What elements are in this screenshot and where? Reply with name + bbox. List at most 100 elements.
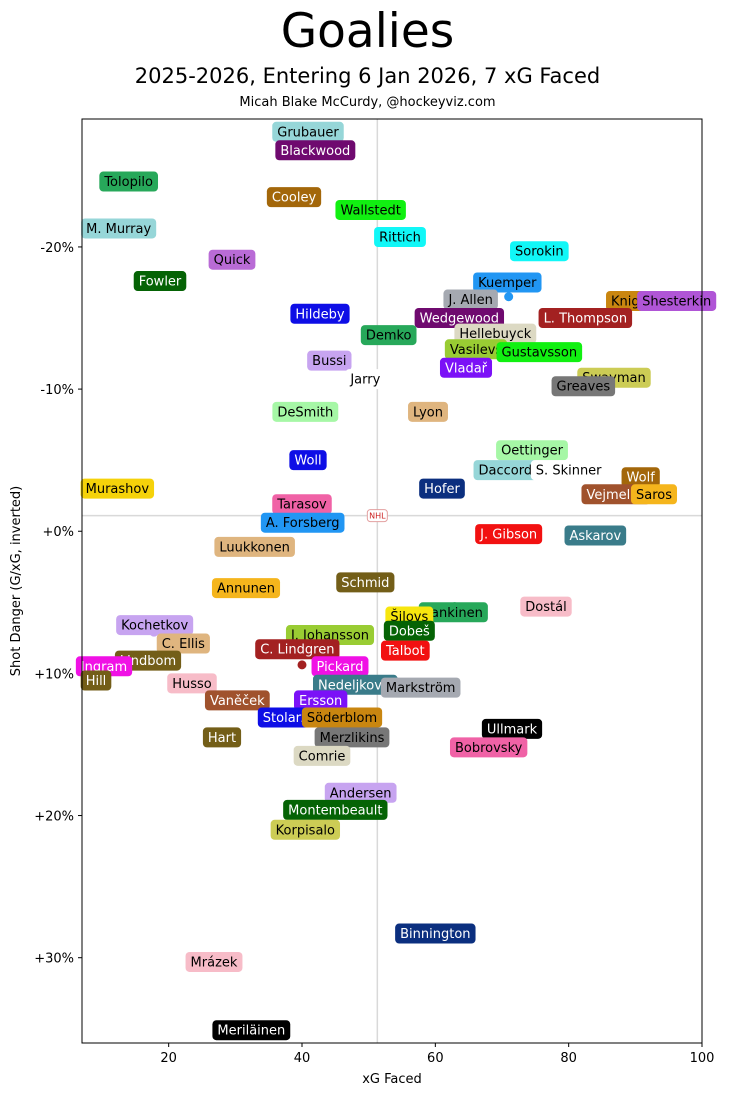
goalie-label-box	[473, 272, 542, 293]
goalie-label-box	[520, 596, 572, 617]
goalie-label: C. Lindgren	[255, 639, 340, 660]
goalie-label: M. Murray	[81, 218, 157, 239]
goalie-label: Meriläinen	[212, 1020, 291, 1041]
goalie-label: Lyon	[408, 401, 448, 422]
goalie-name: Söderblom	[307, 711, 377, 726]
goalie-name: Mrázek	[191, 955, 238, 970]
goalie-label-box	[272, 401, 339, 422]
x-tick-label: 80	[560, 1051, 577, 1066]
goalie-name: Hellebuyck	[459, 327, 531, 342]
goalie-label-box	[214, 536, 295, 557]
goalie-name: Blackwood	[280, 144, 350, 159]
x-tick-label: 40	[294, 1051, 311, 1066]
goalie-label: Binnington	[395, 923, 476, 944]
goalie-name: Montembeault	[288, 803, 382, 818]
goalie-label: Jarry	[345, 369, 386, 390]
goalie-name: Wallstedt	[340, 203, 400, 218]
goalie-name: Tarasov	[276, 498, 327, 513]
goalie-label-box	[414, 308, 505, 329]
goalie-label: Hart	[202, 727, 242, 748]
goalie-label: A. Forsberg	[260, 512, 345, 533]
chart-title: Goalies	[280, 4, 455, 59]
goalie-name: Saros	[636, 488, 672, 503]
goalie-label: Söderblom	[301, 707, 383, 728]
goalie-label: Saros	[630, 484, 678, 505]
goalie-name: Vladař	[445, 361, 488, 376]
goalie-label: S. Skinner	[530, 460, 607, 481]
goalie-label: Nedeljković	[312, 674, 398, 695]
goalie-label-box	[272, 494, 332, 515]
goalie-name: Sorokin	[515, 245, 564, 260]
x-tick-label: 20	[160, 1051, 177, 1066]
goalie-name: Ullmark	[487, 722, 538, 737]
goalie-label: Andersen	[324, 782, 397, 803]
goalie-label: Mrázek	[185, 951, 243, 972]
goalie-label: Dostál	[520, 596, 572, 617]
goalie-label-box	[551, 376, 616, 397]
goalie-name: Rittich	[379, 230, 421, 245]
goalie-label-box	[294, 690, 348, 711]
goalie-label-box	[475, 524, 543, 545]
goalie-label: Woll	[289, 450, 327, 471]
goalie-name: Lindbom	[120, 654, 176, 669]
goalie-label-box	[133, 271, 187, 292]
goalie-label: DeSmith	[272, 401, 339, 422]
goalie-name: Markström	[386, 681, 456, 696]
goalie-name: Comrie	[299, 749, 346, 764]
goalie-label-box	[266, 187, 322, 208]
goalie-name: Vejmelka	[586, 488, 645, 503]
goalie-label: Hofer	[419, 478, 465, 499]
goalie-label: Ersson	[294, 690, 348, 711]
goalie-label: Gustavsson	[496, 342, 583, 363]
goalie-label-box	[99, 171, 159, 192]
goalie-label-box	[443, 289, 498, 310]
goalie-name: A. Forsberg	[266, 516, 340, 531]
y-tick-label: -10%	[40, 383, 74, 398]
goalie-label: Daccord	[473, 460, 538, 481]
goalie-label: Vaněček	[204, 690, 270, 711]
y-tick-label: -20%	[40, 241, 74, 256]
goalie-label-box	[530, 460, 607, 481]
goalie-label-box	[208, 249, 256, 270]
goalie-name: Kochetkov	[121, 619, 188, 634]
goalie-label-box	[481, 718, 543, 739]
goalie-label-box	[345, 369, 386, 390]
goalie-name: Pickard	[317, 660, 364, 675]
goalie-label-box	[307, 350, 352, 371]
goalie-label: Bussi	[307, 350, 352, 371]
goalie-name: Bobrovsky	[455, 741, 523, 756]
goalie-name: Nedeljković	[318, 678, 393, 693]
goalie-name: C. Lindgren	[260, 643, 334, 658]
x-axis-ticks: 20 40 60 80 100	[160, 1043, 714, 1066]
goalie-name: Quick	[214, 253, 251, 268]
goalie-name: Wolf	[627, 471, 656, 486]
goalie-label: Vladař	[439, 357, 493, 378]
goalie-name: Ersson	[299, 694, 342, 709]
goalie-label-box	[314, 727, 390, 748]
nhl-logo: NHL	[366, 509, 388, 523]
goalie-name: Schmid	[341, 576, 389, 591]
goalie-label-box	[289, 450, 327, 471]
goalie-label: Askarov	[564, 525, 627, 546]
goalie-label-box	[312, 674, 398, 695]
chart-credit: Micah Blake McCurdy, @hockeyviz.com	[239, 95, 496, 110]
goalie-label-box	[380, 677, 461, 698]
goalie-label-box	[80, 670, 112, 691]
goalie-label-box	[257, 707, 313, 728]
goalie-label: Shesterkin	[637, 290, 717, 311]
goalie-label-box	[324, 782, 397, 803]
y-tick-label: +30%	[34, 952, 74, 967]
goalie-label-box	[202, 727, 242, 748]
goalie-label-box	[637, 290, 717, 311]
goalie-label-box	[496, 342, 583, 363]
goalie-label: Rittich	[374, 226, 426, 247]
goalie-label: Demko	[360, 325, 417, 346]
goalie-name: Greaves	[557, 380, 611, 395]
goalie-label: Greaves	[551, 376, 616, 397]
goalie-label-box	[395, 923, 476, 944]
goalie-label-box	[212, 1020, 291, 1041]
goalie-label: Talbot	[380, 640, 430, 661]
goalie-label: Murashov	[80, 478, 155, 499]
goalie-name: Dostál	[525, 600, 566, 615]
goalie-label-box	[156, 633, 210, 654]
